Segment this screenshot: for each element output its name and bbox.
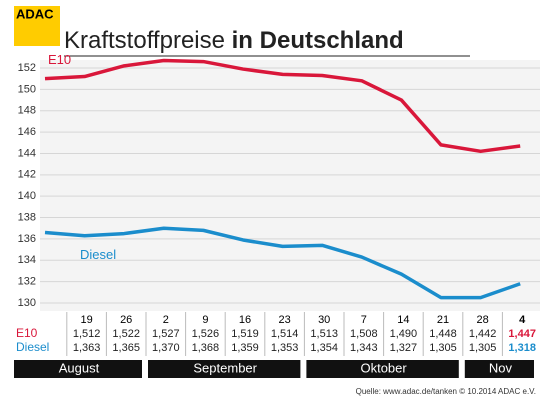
y-tick-label: 136 — [18, 233, 36, 245]
line — [44, 226, 521, 300]
x-tick-label: 4 — [519, 314, 526, 326]
y-tick-label: 132 — [18, 276, 36, 288]
month-bar — [148, 360, 301, 378]
x-tick-label: 28 — [476, 314, 488, 326]
month-label: September — [193, 360, 257, 375]
value-label: 1,318 — [508, 342, 536, 354]
x-tick-label: 14 — [397, 314, 409, 326]
value-label: 1,363 — [73, 342, 101, 354]
y-tick-label: 152 — [18, 62, 36, 74]
value-label: 1,513 — [310, 328, 338, 340]
value-label: 1,519 — [231, 328, 259, 340]
y-tick-label: 138 — [18, 211, 36, 223]
y-tick-label: 146 — [18, 126, 36, 138]
value-label: 1,442 — [469, 328, 497, 340]
month-label: Nov — [489, 360, 513, 375]
value-label: 1,526 — [192, 328, 220, 340]
y-tick-label: 148 — [18, 105, 36, 117]
x-tick-label: 26 — [120, 314, 132, 326]
x-tick-label: 2 — [163, 314, 169, 326]
y-tick-label: 150 — [18, 83, 36, 95]
x-tick-label: 30 — [318, 314, 330, 326]
month-label: August — [59, 360, 100, 375]
x-tick-label: 19 — [80, 314, 92, 326]
value-label: 1,490 — [390, 328, 418, 340]
logo-box — [14, 6, 60, 46]
line — [44, 58, 521, 154]
value-label: 1,327 — [390, 342, 418, 354]
month-bar — [14, 360, 142, 378]
month-label: Oktober — [360, 360, 407, 375]
plot-bg — [40, 60, 540, 311]
value-label: 1,353 — [271, 342, 299, 354]
line-label: E10 — [48, 52, 71, 67]
value-label: 1,370 — [152, 342, 180, 354]
y-tick-label: 142 — [18, 169, 36, 181]
table-bg — [14, 311, 536, 356]
value-label: 1,354 — [310, 342, 338, 354]
value-label: 1,343 — [350, 342, 378, 354]
value-label: 1,512 — [73, 328, 101, 340]
row-label: E10 — [16, 326, 38, 340]
value-label: 1,359 — [231, 342, 259, 354]
x-tick-label: 9 — [202, 314, 208, 326]
source: Quelle: www.adac.de/tanken © 10.2014 ADA… — [356, 387, 536, 396]
chart-title: Kraftstoffpreise in Deutschland — [64, 27, 404, 54]
title-part: Kraftstoffpreise — [64, 27, 225, 54]
title-bold: in Deutschland — [232, 27, 404, 54]
month-bar — [464, 360, 534, 378]
logo: ADAC — [16, 6, 54, 21]
x-tick-label: 23 — [278, 314, 290, 326]
month-bar — [306, 360, 459, 378]
y-tick-label: 144 — [18, 147, 36, 159]
value-label: 1,508 — [350, 328, 378, 340]
y-tick-label: 130 — [18, 297, 36, 309]
row-label: Diesel — [16, 340, 49, 354]
y-tick-label: 140 — [18, 190, 36, 202]
x-tick-label: 16 — [239, 314, 251, 326]
x-tick-label: 21 — [437, 314, 449, 326]
value-label: 1,522 — [112, 328, 140, 340]
value-label: 1,448 — [429, 328, 457, 340]
y-tick-label: 134 — [18, 254, 36, 266]
value-label: 1,527 — [152, 328, 180, 340]
value-label: 1,514 — [271, 328, 299, 340]
line-label: Diesel — [80, 247, 116, 262]
x-tick-label: 7 — [361, 314, 367, 326]
value-label: 1,365 — [112, 342, 140, 354]
value-label: 1,305 — [469, 342, 497, 354]
value-label: 1,447 — [508, 328, 536, 340]
value-label: 1,305 — [429, 342, 457, 354]
value-label: 1,368 — [192, 342, 220, 354]
